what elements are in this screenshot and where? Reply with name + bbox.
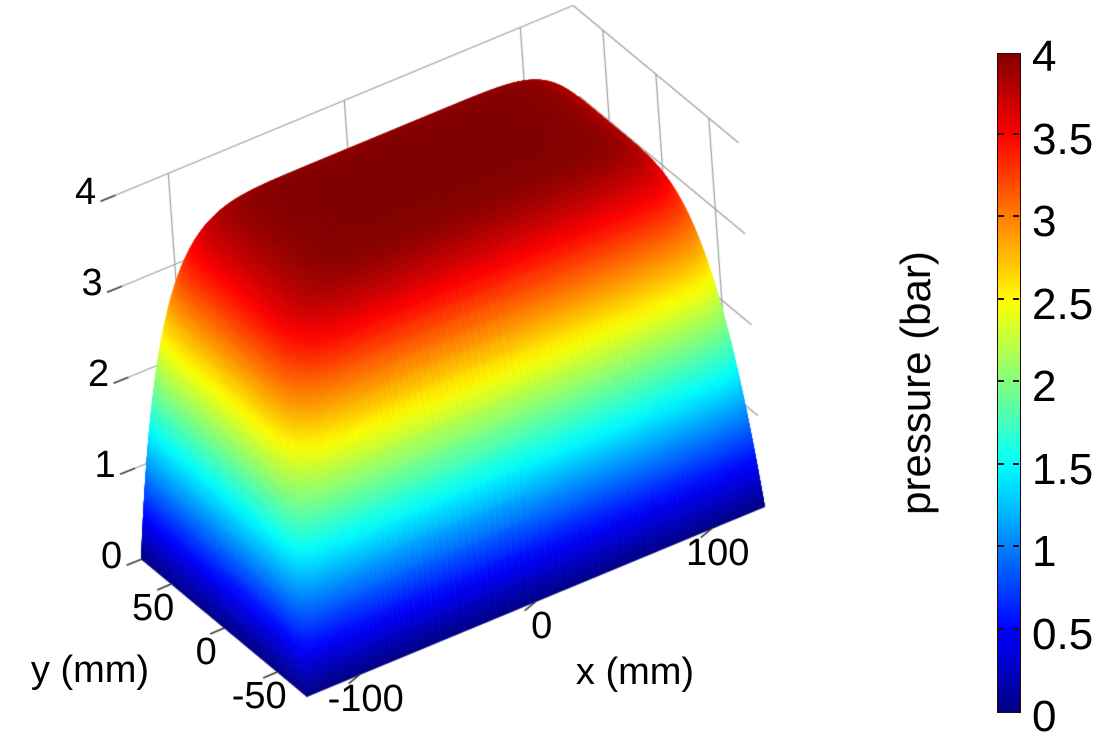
z-axis-tick-label: 1	[94, 444, 116, 487]
colorbar-tick-label: 2.5	[1032, 279, 1094, 329]
z-axis-tick-label: 3	[81, 262, 103, 305]
x-axis-title: x (mm)	[575, 651, 695, 693]
y-axis-tick-label: 50	[132, 586, 175, 629]
x-axis-tick-label: -100	[327, 677, 404, 720]
colorbar-tick	[998, 132, 1004, 135]
colorbar-tick	[1013, 215, 1019, 217]
x-axis-tick-label: 100	[685, 531, 750, 574]
colorbar-tick-label: 2	[1032, 362, 1057, 411]
colorbar-tick	[998, 297, 1004, 300]
colorbar-tick-label: 1.5	[1032, 444, 1094, 494]
z-axis-tick-label: 0	[100, 535, 123, 578]
y-axis-tick-label: -50	[231, 674, 287, 717]
z-axis-tick-label: 2	[87, 353, 110, 396]
colorbar-tick-label: 1	[1032, 527, 1057, 576]
z-axis-tick-label: 4	[74, 171, 97, 214]
colorbar-tick	[1013, 132, 1019, 135]
colorbar-tick	[998, 627, 1004, 630]
colorbar-tick	[998, 215, 1004, 217]
x-axis-tick-label: 0	[531, 604, 553, 647]
colorbar-tick	[998, 380, 1004, 382]
colorbar-tick	[1013, 297, 1019, 300]
colorbar	[997, 53, 1021, 713]
y-axis-tick-label: 0	[195, 630, 217, 673]
colorbar-tick-label: 3	[1032, 197, 1057, 246]
colorbar-tick	[998, 545, 1004, 547]
colorbar-tick-label: 0	[1032, 692, 1057, 741]
colorbar-tick-label: 3.5	[1032, 114, 1094, 164]
colorbar-tick	[1013, 462, 1019, 465]
y-axis-title: y (mm)	[30, 649, 150, 691]
colorbar-tick-label: 0.5	[1032, 609, 1094, 659]
colorbar-tick	[1013, 545, 1019, 547]
colorbar-tick	[998, 462, 1004, 465]
colorbar-tick-label: 4	[1032, 32, 1057, 81]
colorbar-tick	[1013, 380, 1019, 382]
colorbar-tick	[1013, 627, 1019, 630]
colorbar-title: pressure (bar)	[892, 251, 939, 515]
